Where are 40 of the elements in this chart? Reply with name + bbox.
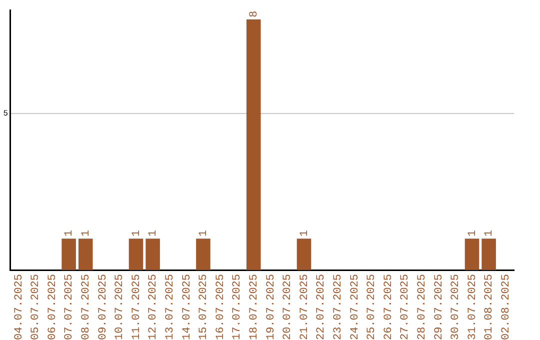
data-label: 1 <box>64 230 76 237</box>
x-tick-label: 16.07.2025 <box>214 274 227 340</box>
data-label: 1 <box>466 230 479 237</box>
x-tick-label: 09.07.2025 <box>97 274 110 340</box>
x-tick-label: 31.07.2025 <box>466 274 479 340</box>
x-tick-label: 29.07.2025 <box>433 274 446 340</box>
x-tick-label: 28.07.2025 <box>416 274 429 340</box>
x-tick-label: 19.07.2025 <box>265 274 278 340</box>
data-label: 1 <box>298 230 311 237</box>
x-tick-label: 12.07.2025 <box>148 274 160 340</box>
data-label: 8 <box>248 10 261 18</box>
x-tick-label: 18.07.2025 <box>248 274 261 340</box>
x-tick-label: 25.07.2025 <box>366 274 378 340</box>
x-tick-label: 02.08.2025 <box>500 274 513 340</box>
x-tick-label: 13.07.2025 <box>164 274 177 340</box>
x-tick-label: 14.07.2025 <box>181 274 194 340</box>
x-tick-label: 30.07.2025 <box>450 274 462 340</box>
y-tick-label: 5 <box>3 110 8 118</box>
data-label: 1 <box>148 230 160 237</box>
x-tick-label: 26.07.2025 <box>382 274 395 340</box>
x-tick-label: 15.07.2025 <box>198 274 210 340</box>
data-label: 1 <box>130 230 143 237</box>
data-label: 1 <box>80 230 93 237</box>
x-tick-label: 06.07.2025 <box>46 274 59 340</box>
x-tick-label: 17.07.2025 <box>232 274 244 340</box>
x-tick-label: 01.08.2025 <box>484 274 496 340</box>
data-label: 1 <box>484 230 496 237</box>
x-tick-label: 20.07.2025 <box>282 274 294 340</box>
x-tick-label: 05.07.2025 <box>30 274 42 340</box>
x-tick-label: 23.07.2025 <box>332 274 345 340</box>
x-tick-label: 07.07.2025 <box>64 274 76 340</box>
x-tick-label: 21.07.2025 <box>298 274 311 340</box>
x-tick-label: 27.07.2025 <box>400 274 412 340</box>
x-tick-label: 11.07.2025 <box>130 274 143 340</box>
x-tick-label: 22.07.2025 <box>316 274 328 340</box>
x-tick-label: 10.07.2025 <box>114 274 126 340</box>
x-tick-label: 24.07.2025 <box>349 274 362 340</box>
x-tick-label: 08.07.2025 <box>80 274 93 340</box>
data-label: 1 <box>198 230 210 237</box>
x-tick-label: 04.07.2025 <box>13 274 26 340</box>
